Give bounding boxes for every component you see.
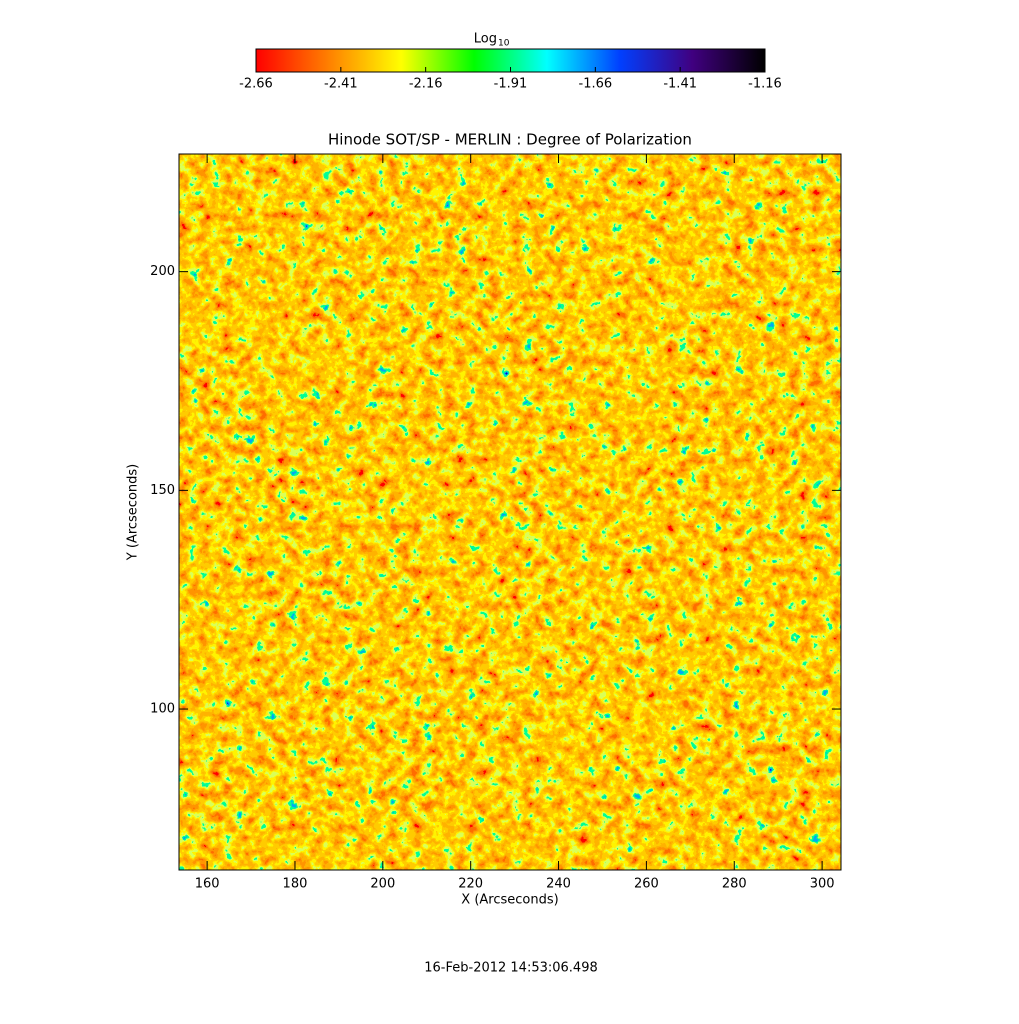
heatmap-image (179, 154, 841, 870)
x-tick-label: 160 (195, 877, 220, 892)
x-tick-label: 220 (458, 877, 483, 892)
colorbar-tick-label: -1.41 (663, 77, 697, 92)
x-tick-label: 260 (634, 877, 659, 892)
timestamp: 16-Feb-2012 14:53:06.498 (424, 961, 598, 976)
y-axis-label: Y (Arcseconds) (126, 464, 141, 561)
colorbar-tick-label: -1.16 (748, 77, 782, 92)
x-tick-label: 300 (810, 877, 835, 892)
x-tick-label: 240 (546, 877, 571, 892)
colorbar-tick-label: -1.66 (579, 77, 613, 92)
colorbar-label: Log (474, 32, 497, 47)
colorbar-tick-label: -2.41 (324, 77, 358, 92)
chart-title: Hinode SOT/SP - MERLIN : Degree of Polar… (328, 131, 692, 149)
x-tick-label: 200 (370, 877, 395, 892)
colorbar-tick-label: -2.66 (239, 77, 273, 92)
colorbar-label-subscript: 10 (498, 39, 510, 49)
plot-frame (178, 153, 842, 871)
y-tick-label: 100 (150, 702, 175, 717)
colorbar-tick-label: -1.91 (494, 77, 528, 92)
y-tick-label: 200 (150, 264, 175, 279)
y-tick-label: 150 (150, 483, 175, 498)
x-tick-label: 180 (283, 877, 308, 892)
x-axis-label: X (Arcseconds) (461, 893, 558, 908)
x-tick-label: 280 (722, 877, 747, 892)
colorbar-tick-label: -2.16 (409, 77, 443, 92)
